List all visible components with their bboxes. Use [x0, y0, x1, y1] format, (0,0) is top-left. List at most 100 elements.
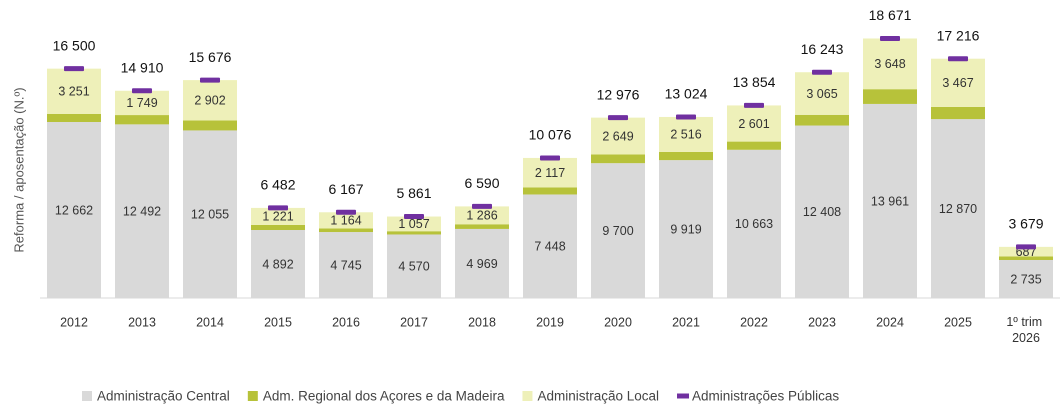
bar-segment — [659, 160, 713, 298]
x-tick-label: 2018 — [468, 315, 496, 329]
value-label: 4 969 — [466, 257, 497, 271]
total-label: 13 024 — [665, 86, 708, 102]
bar-segment — [115, 115, 169, 125]
total-label: 6 590 — [464, 175, 499, 191]
bar-segment — [183, 130, 237, 298]
x-tick-label: 2020 — [604, 315, 632, 329]
bar-segment — [591, 154, 645, 164]
x-tick-label: 2022 — [740, 315, 768, 329]
bar-segment — [319, 228, 373, 233]
value-label: 2 516 — [670, 128, 701, 142]
x-tick-label: 1º trim 2026 — [1006, 315, 1045, 345]
value-label: 1 749 — [126, 96, 157, 110]
x-tick-label: 2021 — [672, 315, 700, 329]
value-label: 1 057 — [398, 217, 429, 231]
value-label: 3 648 — [874, 57, 905, 71]
bar-segment — [999, 246, 1053, 257]
total-label: 16 500 — [53, 37, 96, 53]
x-tick-label: 2017 — [400, 315, 428, 329]
bar-segment — [183, 120, 237, 131]
x-tick-label: 2013 — [128, 315, 156, 329]
bar-segment — [999, 256, 1053, 260]
legend-swatch — [247, 391, 258, 401]
total-label: 15 676 — [189, 49, 232, 65]
bar-segment — [795, 125, 849, 298]
value-label: 2 117 — [535, 166, 565, 180]
value-label: 4 570 — [398, 260, 429, 274]
bar-segment — [931, 119, 985, 299]
total-label: 5 861 — [396, 185, 431, 201]
legend-swatch — [82, 391, 92, 401]
bar-segment — [115, 124, 169, 298]
x-tick-label: 2024 — [876, 315, 904, 329]
total-label: 6 482 — [260, 177, 295, 193]
value-label: 3 065 — [806, 87, 837, 101]
bar-segment — [387, 216, 441, 232]
legend-label: Adm. Regional dos Açores e da Madeira — [263, 389, 505, 404]
bar-segment — [47, 121, 101, 298]
bar-segment — [523, 194, 577, 298]
bar-segment — [727, 149, 781, 298]
value-label: 2 902 — [194, 94, 225, 108]
total-label: 16 243 — [801, 41, 844, 57]
value-label: 10 663 — [735, 217, 773, 231]
total-label: 3 679 — [1008, 216, 1043, 232]
total-marker — [608, 115, 628, 121]
bar-segment — [659, 116, 713, 152]
x-tick-label: 2023 — [808, 315, 836, 329]
total-marker — [472, 203, 492, 209]
total-label: 18 671 — [869, 7, 912, 23]
bar-segment — [319, 232, 373, 298]
total-marker — [132, 88, 152, 94]
value-label: 12 055 — [191, 208, 229, 222]
total-marker — [336, 209, 356, 215]
value-label: 12 492 — [123, 204, 161, 218]
total-label: 12 976 — [597, 86, 640, 102]
total-marker — [880, 35, 900, 41]
bar-segment — [523, 187, 577, 195]
value-label: 13 961 — [871, 194, 909, 208]
legend-label: Administração Local — [537, 389, 659, 404]
total-marker — [268, 205, 288, 211]
bar-segment — [251, 224, 305, 231]
bar-segment — [251, 230, 305, 298]
bar-segment — [455, 224, 509, 229]
x-tick-label: 2019 — [536, 315, 564, 329]
total-marker — [200, 77, 220, 83]
bar-segment — [251, 207, 305, 225]
bar-segment — [999, 259, 1053, 298]
value-label: 7 448 — [534, 240, 565, 254]
total-marker — [948, 56, 968, 62]
bar-segment — [931, 106, 985, 120]
total-label: 13 854 — [733, 74, 776, 90]
value-label: 2 649 — [602, 129, 633, 143]
total-marker — [744, 102, 764, 108]
total-marker — [676, 114, 696, 120]
bar-segment — [455, 206, 509, 225]
value-label: 9 700 — [602, 224, 633, 238]
value-label: 2 735 — [1010, 272, 1041, 286]
total-marker — [404, 214, 424, 220]
legend-label: Administração Central — [97, 389, 230, 404]
total-label: 14 910 — [121, 59, 164, 75]
bar-segment — [795, 72, 849, 115]
bar-segment — [455, 228, 509, 298]
bar-segment — [183, 80, 237, 121]
bar-segment — [387, 234, 441, 298]
bar-segment — [47, 113, 101, 122]
value-label: 1 286 — [466, 209, 497, 223]
total-label: 6 167 — [328, 181, 363, 197]
bar-segment — [523, 157, 577, 188]
x-tick-label: 2015 — [264, 315, 292, 329]
x-tick-label: 2014 — [196, 315, 224, 329]
total-marker — [812, 69, 832, 75]
value-label: 12 408 — [803, 205, 841, 219]
bar-segment — [47, 68, 101, 114]
total-marker — [540, 155, 560, 161]
bar-segment — [727, 105, 781, 142]
legend-swatch — [522, 391, 533, 401]
value-label: 1 164 — [330, 214, 361, 228]
value-label: 3 467 — [942, 76, 973, 90]
value-label: 12 662 — [55, 203, 93, 217]
total-marker — [1016, 244, 1036, 250]
